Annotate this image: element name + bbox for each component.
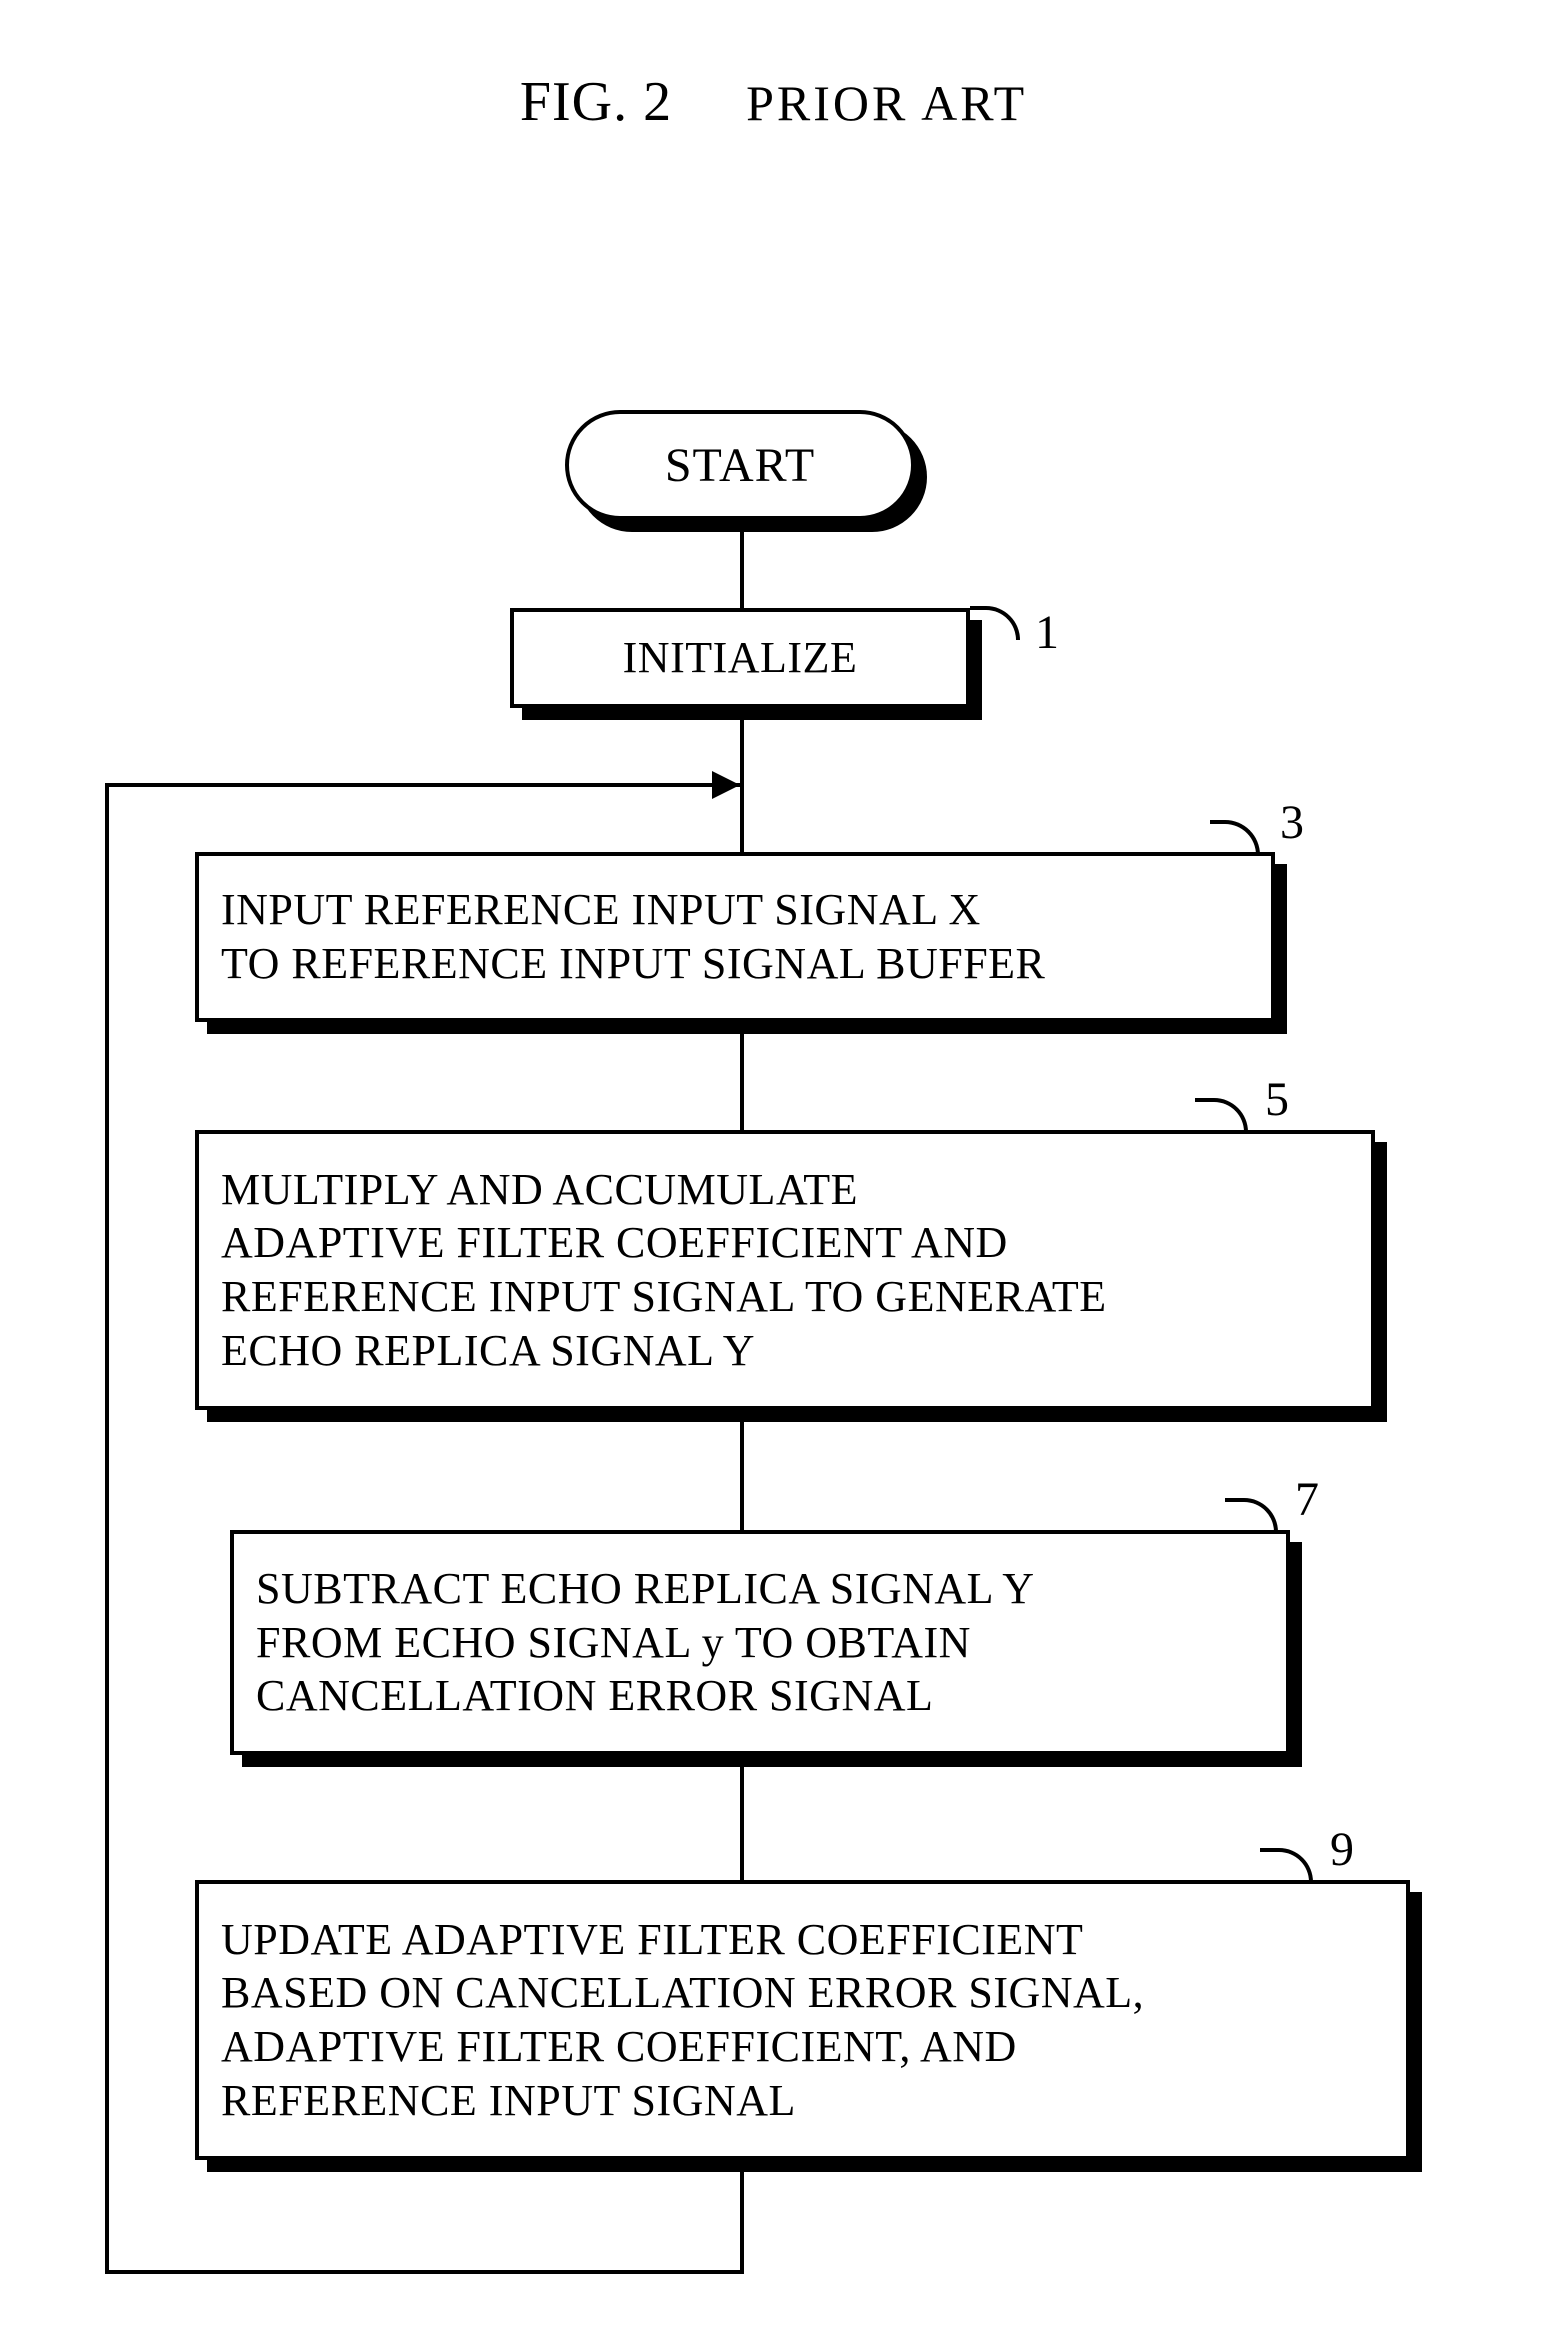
step-label-9: 9 <box>1330 1822 1354 1877</box>
leader-curve <box>1260 1848 1313 1882</box>
edge-init-join <box>740 708 744 852</box>
edge-n3-n5 <box>740 1022 744 1130</box>
loop-bottom <box>105 2270 744 2274</box>
terminator-start: START <box>565 410 915 520</box>
leader-curve <box>1225 1498 1278 1532</box>
step-label-3: 3 <box>1280 795 1304 850</box>
loop-top <box>105 783 740 787</box>
edge-n7-n9 <box>740 1755 744 1880</box>
flowchart-canvas: START INITIALIZE 1 INPUT REFERENCE INPUT SI… <box>0 0 1547 2330</box>
step-label-7: 7 <box>1295 1472 1319 1527</box>
arrowhead-icon <box>712 771 740 799</box>
edge-n5-n7 <box>740 1410 744 1530</box>
process-n5: MULTIPLY AND ACCUMULATEADAPTIVE FILTER C… <box>195 1130 1375 1410</box>
step-label-5: 5 <box>1265 1072 1289 1127</box>
edge-start-init <box>740 520 744 608</box>
process-n7: SUBTRACT ECHO REPLICA SIGNAL YFROM ECHO … <box>230 1530 1290 1755</box>
process-n3: INPUT REFERENCE INPUT SIGNAL XTO REFEREN… <box>195 852 1275 1022</box>
leader-curve <box>970 606 1020 640</box>
edge-n9-down <box>740 2160 744 2270</box>
process-init: INITIALIZE <box>510 608 970 708</box>
step-label-1: 1 <box>1035 605 1059 660</box>
loop-left <box>105 783 109 2274</box>
leader-curve <box>1195 1098 1248 1132</box>
process-n9: UPDATE ADAPTIVE FILTER COEFFICIENTBASED … <box>195 1880 1410 2160</box>
leader-curve <box>1210 820 1260 855</box>
